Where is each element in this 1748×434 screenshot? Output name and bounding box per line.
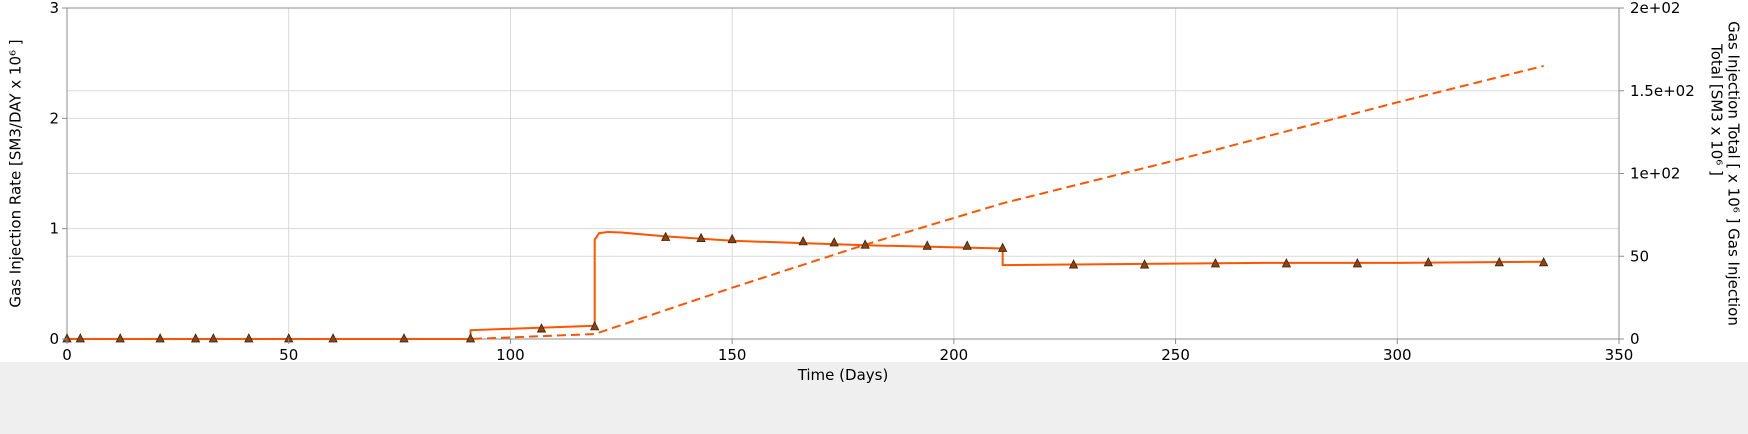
y-right-axis-title-line2: Total [SM3 x 10⁶ ] <box>1708 43 1726 176</box>
data-marker <box>190 333 201 343</box>
x-tick-label: 200 <box>940 346 969 364</box>
x-tick-label: 300 <box>1383 346 1412 364</box>
data-marker <box>798 236 808 246</box>
data-marker <box>536 323 547 333</box>
data-marker <box>1423 256 1433 267</box>
y-right-tick-label: 2e+02 <box>1630 0 1680 17</box>
data-marker <box>1210 258 1221 268</box>
x-tick-label: 350 <box>1605 346 1634 364</box>
footer-band <box>0 362 1748 434</box>
y-left-tick-label: 3 <box>49 0 59 17</box>
data-marker <box>1538 256 1549 267</box>
data-marker <box>115 333 125 343</box>
data-marker <box>727 233 737 244</box>
y-right-ticks: 0 50 1e+02 1.5e+02 2e+02 <box>1619 0 1695 348</box>
x-tick-label: 150 <box>718 346 747 364</box>
y-left-ticks: 0 1 2 3 <box>49 0 67 348</box>
y-right-tick-label: 1e+02 <box>1630 165 1680 183</box>
data-marker <box>590 320 600 331</box>
series-layer <box>62 64 1549 343</box>
x-tick-label: 0 <box>62 346 72 364</box>
x-axis-title: Time (Days) <box>797 366 889 384</box>
y-left-tick-label: 0 <box>49 330 59 348</box>
data-marker <box>1494 256 1504 267</box>
y-right-tick-label: 0 <box>1630 330 1640 348</box>
data-marker <box>1281 258 1292 268</box>
y-right-tick-label: 50 <box>1630 247 1649 265</box>
y-right-tick-label: 1.5e+02 <box>1630 82 1695 100</box>
data-marker <box>696 232 706 242</box>
data-marker <box>1352 258 1363 268</box>
data-marker <box>1139 259 1150 269</box>
data-marker <box>208 333 218 343</box>
data-marker <box>962 240 972 250</box>
data-marker <box>328 333 338 343</box>
y-right-axis-title-line1: Gas Injection Total [ x 10⁶ ] Gas Inject… <box>1725 21 1743 326</box>
data-marker <box>1068 259 1079 269</box>
y-left-tick-label: 1 <box>49 220 59 238</box>
data-marker <box>399 333 409 343</box>
data-marker <box>922 240 932 250</box>
grid <box>66 7 1620 340</box>
data-marker <box>465 333 476 343</box>
data-marker <box>155 333 165 343</box>
data-marker <box>244 333 254 343</box>
x-tick-label: 100 <box>496 346 525 364</box>
y-left-tick-label: 2 <box>49 109 59 127</box>
data-marker <box>660 231 671 241</box>
x-ticks: 0 50 100 150 200 250 300 350 <box>62 339 1633 364</box>
data-marker <box>829 237 839 247</box>
x-tick-label: 50 <box>279 346 298 364</box>
data-marker <box>75 333 85 343</box>
x-tick-label: 250 <box>1161 346 1190 364</box>
y-left-axis-title: Gas Injection Rate [SM3/DAY x 10⁶ ] <box>7 39 25 307</box>
data-marker <box>997 242 1008 252</box>
data-marker <box>860 239 870 249</box>
